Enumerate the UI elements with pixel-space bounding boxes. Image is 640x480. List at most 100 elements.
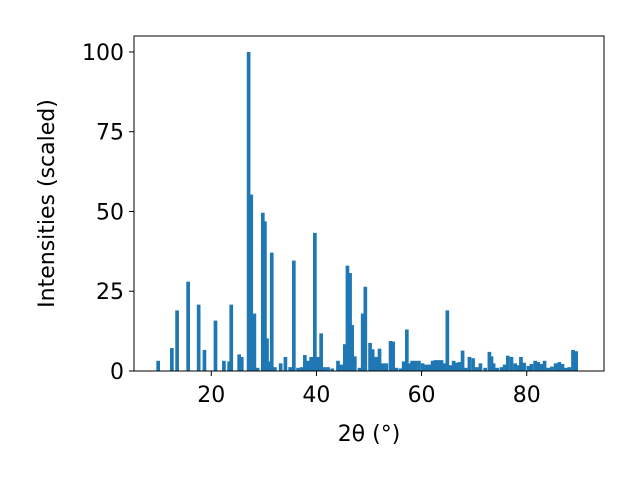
bar xyxy=(553,363,558,371)
bar xyxy=(319,333,323,371)
bar xyxy=(202,349,207,371)
bar xyxy=(448,365,453,371)
x-axis-label: 2θ (°) xyxy=(338,422,401,447)
bar xyxy=(557,362,562,371)
bar xyxy=(283,356,288,371)
bar xyxy=(417,360,421,371)
bar xyxy=(326,367,330,371)
bar xyxy=(296,367,300,371)
bar xyxy=(309,356,314,371)
bar xyxy=(463,367,468,371)
bar xyxy=(342,344,347,371)
bar xyxy=(519,356,523,371)
bar xyxy=(560,363,565,371)
x-axis-ticks: 20 40 60 80 xyxy=(197,371,541,408)
bar xyxy=(348,273,352,371)
bar xyxy=(487,351,492,371)
bar xyxy=(374,356,379,371)
bar xyxy=(460,350,465,371)
bar xyxy=(401,361,406,371)
x-tick-label: 20 xyxy=(197,383,225,408)
bar xyxy=(249,194,254,371)
bar xyxy=(227,361,231,371)
bar xyxy=(445,310,450,371)
bar xyxy=(377,348,382,371)
bar xyxy=(222,360,226,371)
x-tick-label: 40 xyxy=(302,383,330,408)
bar xyxy=(291,260,296,371)
bar xyxy=(451,360,456,371)
bar xyxy=(255,367,260,371)
bar xyxy=(322,367,327,371)
bar xyxy=(424,364,429,371)
bar xyxy=(529,363,534,371)
bar xyxy=(405,329,409,371)
y-tick-label: 100 xyxy=(82,41,124,66)
y-axis-label: Intensities (scaled) xyxy=(35,99,60,308)
bar xyxy=(352,356,357,371)
bar xyxy=(457,362,462,371)
bar xyxy=(263,221,267,371)
bar xyxy=(413,360,418,371)
y-tick-label: 25 xyxy=(96,280,124,305)
bar xyxy=(483,367,488,371)
y-tick-label: 0 xyxy=(110,360,124,385)
bar xyxy=(265,338,269,371)
bar xyxy=(546,367,551,371)
bar xyxy=(391,341,396,371)
bar xyxy=(363,286,368,371)
bar xyxy=(550,366,554,371)
bar xyxy=(370,349,375,371)
bar xyxy=(306,360,310,371)
bar xyxy=(478,363,483,371)
bar xyxy=(357,367,362,371)
bar xyxy=(491,363,496,371)
bar xyxy=(186,281,190,371)
bar xyxy=(237,354,241,371)
bar xyxy=(394,367,399,371)
bar xyxy=(509,356,514,371)
bar xyxy=(430,360,435,371)
bar xyxy=(539,363,544,371)
x-tick-label: 80 xyxy=(513,383,541,408)
bar xyxy=(313,232,317,371)
bar xyxy=(316,356,320,371)
bar xyxy=(368,342,372,371)
bar xyxy=(239,356,244,371)
bar xyxy=(505,355,510,371)
bar xyxy=(407,363,411,371)
bar xyxy=(427,364,432,371)
bar xyxy=(330,368,335,371)
bar xyxy=(267,361,271,371)
bar xyxy=(303,355,307,371)
bar xyxy=(299,367,304,371)
bar xyxy=(196,304,201,371)
bar xyxy=(542,360,547,371)
bar xyxy=(454,362,459,371)
bar xyxy=(474,367,479,371)
bar xyxy=(513,363,517,371)
bar xyxy=(439,360,444,371)
bar xyxy=(467,356,472,371)
bar xyxy=(563,367,568,371)
bar xyxy=(567,367,572,371)
bar xyxy=(246,51,251,371)
bar xyxy=(398,368,403,371)
bar xyxy=(278,363,283,371)
bar xyxy=(384,363,389,371)
bars-group xyxy=(156,51,578,371)
bar xyxy=(442,363,447,371)
bar xyxy=(526,365,531,371)
bar xyxy=(499,367,504,371)
y-tick-label: 50 xyxy=(96,200,124,225)
bar xyxy=(350,325,355,371)
bar xyxy=(156,360,161,371)
bar xyxy=(273,367,277,371)
bar xyxy=(489,356,494,371)
bar xyxy=(420,363,425,371)
bar xyxy=(170,348,174,371)
bar xyxy=(522,362,526,371)
bar xyxy=(471,358,475,371)
bar xyxy=(410,360,414,371)
